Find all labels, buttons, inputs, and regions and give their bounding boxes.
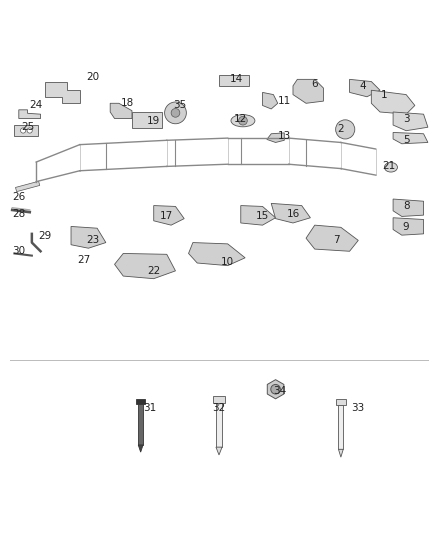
Polygon shape — [393, 199, 424, 216]
Polygon shape — [306, 225, 358, 251]
Polygon shape — [19, 110, 41, 118]
Text: 32: 32 — [212, 403, 226, 413]
Bar — [132, 111, 162, 128]
Circle shape — [27, 128, 32, 133]
Bar — [216, 403, 222, 447]
Text: 27: 27 — [78, 255, 91, 265]
Polygon shape — [293, 79, 323, 103]
Text: 7: 7 — [333, 236, 340, 245]
Text: 20: 20 — [86, 72, 99, 82]
Polygon shape — [71, 227, 106, 248]
Text: 24: 24 — [30, 100, 43, 110]
Text: 13: 13 — [278, 131, 291, 141]
Circle shape — [271, 384, 280, 394]
Text: 2: 2 — [338, 124, 344, 134]
Polygon shape — [339, 449, 343, 457]
Text: 5: 5 — [403, 135, 410, 146]
Bar — [213, 397, 225, 403]
Text: 22: 22 — [147, 266, 160, 276]
Text: 29: 29 — [38, 231, 52, 241]
Polygon shape — [267, 133, 284, 142]
Text: 25: 25 — [21, 122, 34, 132]
Polygon shape — [241, 206, 276, 225]
Circle shape — [21, 128, 26, 133]
Polygon shape — [393, 218, 424, 235]
Text: 1: 1 — [381, 90, 388, 100]
Text: 3: 3 — [403, 114, 410, 124]
Bar — [138, 404, 143, 445]
Text: 30: 30 — [12, 246, 25, 256]
Circle shape — [336, 120, 355, 139]
Polygon shape — [271, 204, 311, 223]
Text: 28: 28 — [12, 209, 25, 219]
Bar — [14, 125, 39, 136]
Text: 35: 35 — [173, 100, 187, 110]
Text: 16: 16 — [286, 209, 300, 219]
Ellipse shape — [385, 163, 397, 172]
Polygon shape — [138, 445, 143, 452]
Text: 21: 21 — [382, 161, 396, 172]
Bar — [136, 399, 145, 404]
Polygon shape — [393, 112, 428, 131]
Polygon shape — [216, 447, 222, 455]
Text: 10: 10 — [221, 257, 234, 267]
Text: 11: 11 — [278, 96, 291, 106]
Bar — [339, 405, 343, 449]
Circle shape — [171, 109, 180, 117]
Text: 34: 34 — [273, 385, 286, 395]
Circle shape — [165, 102, 186, 124]
Text: 9: 9 — [403, 222, 410, 232]
Polygon shape — [393, 133, 428, 144]
Polygon shape — [45, 82, 80, 103]
Text: 18: 18 — [121, 98, 134, 108]
Text: 31: 31 — [143, 403, 156, 413]
Text: 23: 23 — [86, 236, 99, 245]
Ellipse shape — [231, 115, 255, 127]
Text: 33: 33 — [352, 403, 365, 413]
Text: 6: 6 — [311, 79, 318, 88]
Polygon shape — [115, 254, 176, 279]
Polygon shape — [267, 379, 284, 399]
Text: 12: 12 — [234, 114, 247, 124]
Text: 4: 4 — [359, 81, 366, 91]
Bar — [219, 75, 250, 86]
Text: 19: 19 — [147, 116, 160, 126]
Polygon shape — [154, 206, 184, 225]
Polygon shape — [262, 92, 278, 109]
Circle shape — [239, 116, 247, 125]
Polygon shape — [188, 243, 245, 265]
Polygon shape — [350, 79, 380, 97]
Text: 26: 26 — [12, 192, 25, 202]
Text: 17: 17 — [160, 212, 173, 221]
Text: 14: 14 — [230, 75, 243, 84]
Polygon shape — [110, 103, 132, 118]
Bar — [15, 181, 40, 192]
Polygon shape — [371, 90, 415, 114]
Text: 8: 8 — [403, 200, 410, 211]
Text: 15: 15 — [256, 212, 269, 221]
Bar — [336, 399, 346, 405]
